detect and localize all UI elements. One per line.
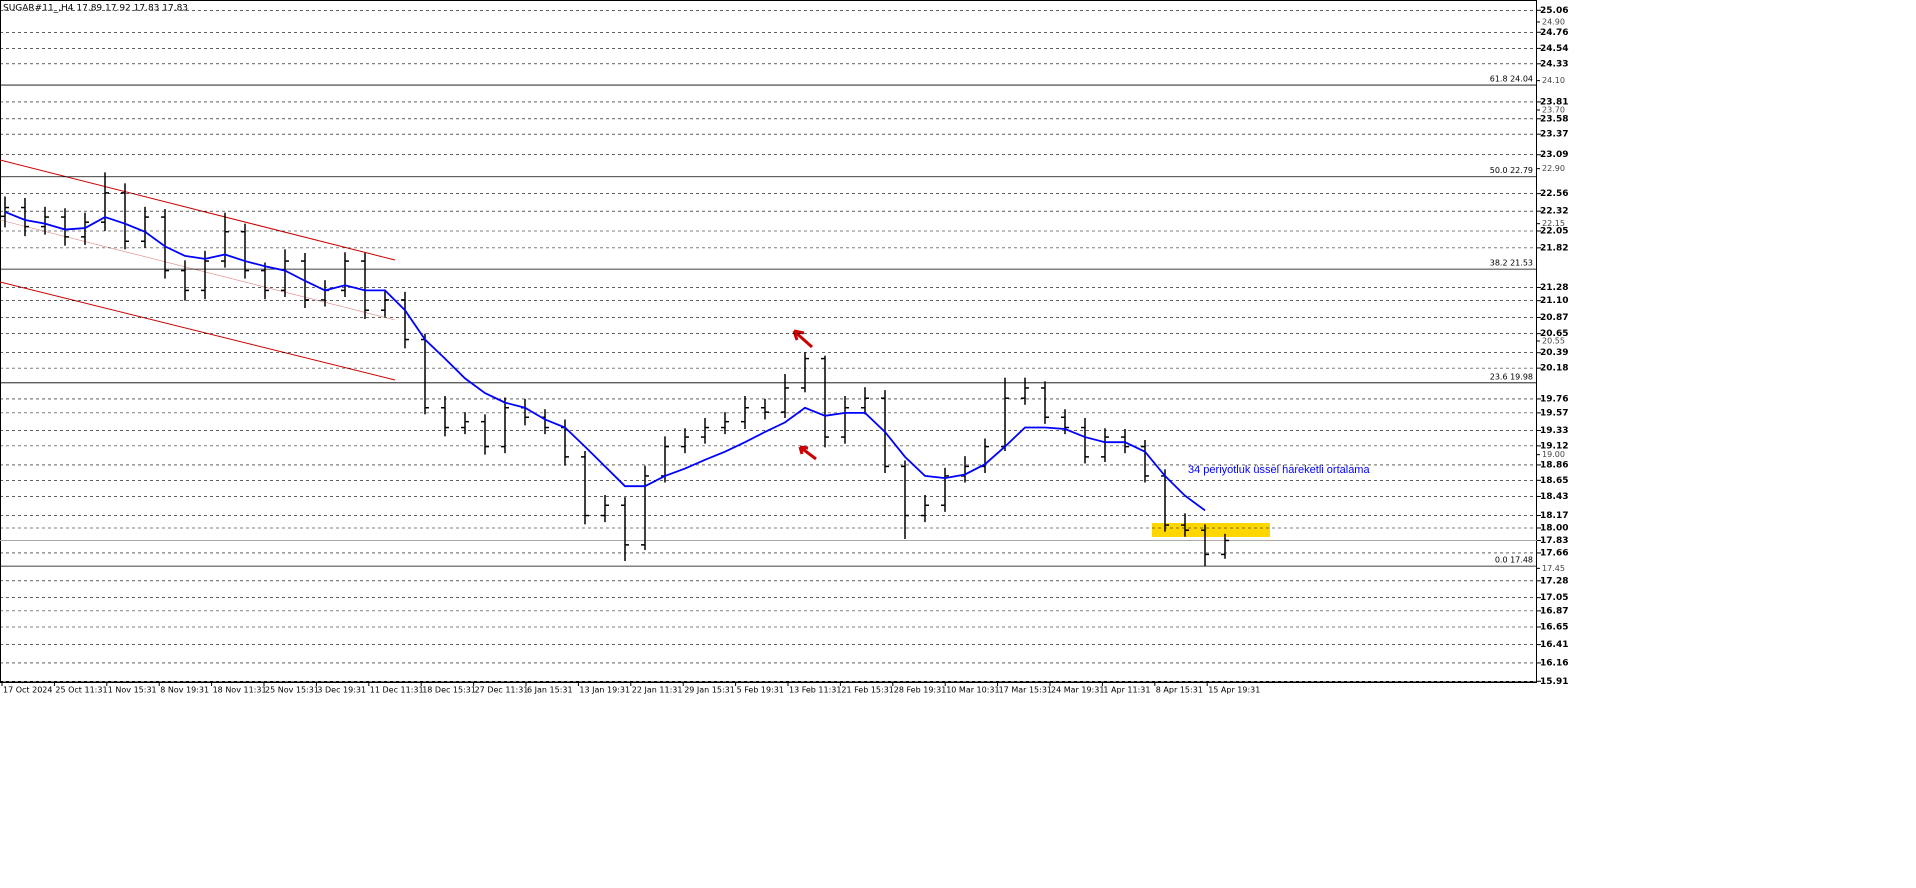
x-tick-label: 25 Oct 11:31: [55, 686, 107, 695]
y-tick-label: 17.83: [1540, 536, 1568, 546]
chart: SUGAR#11_,H4 17.89 17.92 17.83 17.83 34 …: [0, 0, 1568, 695]
x-tick-label: 13 Feb 11:31: [789, 686, 841, 695]
y-tick-label: 22.56: [1540, 189, 1568, 199]
y-tick-label: 20.87: [1540, 313, 1568, 323]
channel-line: [0, 159, 396, 261]
x-tick-label: 15 Apr 19:31: [1208, 686, 1260, 695]
y-tick-label: 16.65: [1540, 623, 1568, 633]
y-tick-label: 18.43: [1540, 492, 1568, 502]
y-tick-label: 18.17: [1540, 511, 1568, 521]
y-tick-label: 19.57: [1540, 408, 1568, 418]
fib-label: 23.6 19.98: [1490, 372, 1533, 381]
x-tick-label: 17 Oct 2024: [3, 686, 52, 695]
y-tick-label: 19.33: [1540, 426, 1568, 436]
y-tick-label: 17.05: [1540, 593, 1568, 603]
x-tick-label: 18 Dec 15:31: [422, 686, 476, 695]
y-tick-label: 20.39: [1540, 348, 1568, 358]
annotation: 34 periyotluk üssel hareketli ortalama: [1188, 464, 1370, 476]
y-tick-label: 20.18: [1540, 364, 1568, 374]
x-tick-label: 29 Jan 15:31: [684, 686, 735, 695]
y-tick-label: 24.54: [1540, 44, 1568, 54]
y-tick-label: 19.12: [1540, 441, 1568, 451]
x-tick-label: 27 Dec 11:31: [475, 686, 529, 695]
fib-label: 50.0 22.79: [1490, 166, 1533, 175]
x-tick-label: 28 Feb 19:31: [894, 686, 946, 695]
zone: [1152, 523, 1270, 537]
y-tick-label: 16.41: [1540, 640, 1568, 650]
y-tick-label: 19.76: [1540, 394, 1568, 404]
y-tick-label: 16.16: [1540, 658, 1568, 668]
y-tick-label: 17.45: [1542, 564, 1565, 573]
y-tick-label: 18.65: [1540, 476, 1568, 486]
moving-average: [4, 211, 1206, 512]
y-tick-label: 23.37: [1540, 130, 1568, 140]
channel-line: [0, 219, 396, 321]
fib-label: 61.8 24.04: [1490, 75, 1533, 84]
y-tick-label: 22.90: [1542, 164, 1565, 173]
y-tick-label: 21.10: [1540, 296, 1568, 306]
y-tick-label: 16.87: [1540, 606, 1568, 616]
x-tick-label: 8 Nov 19:31: [160, 686, 209, 695]
x-tick-label: 13 Jan 19:31: [579, 686, 630, 695]
x-tick-label: 17 Mar 15:31: [999, 686, 1052, 695]
y-tick-label: 17.66: [1540, 548, 1568, 558]
y-tick-label: 21.28: [1540, 283, 1568, 293]
y-tick-label: 21.82: [1540, 243, 1568, 253]
x-tick-label: 5 Feb 19:31: [737, 686, 784, 695]
y-tick-label: 24.33: [1540, 59, 1568, 69]
x-tick-label: 10 Mar 10:31: [946, 686, 999, 695]
x-tick-label: 24 Mar 19:31: [1051, 686, 1104, 695]
y-tick-label: 20.65: [1540, 329, 1568, 339]
x-tick-label: 18 Nov 11:31: [213, 686, 267, 695]
y-tick-label: 15.91: [1540, 677, 1568, 687]
y-tick-label: 22.32: [1540, 207, 1568, 217]
y-tick-label: 19.00: [1542, 450, 1565, 459]
x-tick-label: 3 Dec 19:31: [317, 686, 366, 695]
fib-label: 0.0 17.48: [1495, 556, 1533, 565]
arrow: [798, 445, 817, 461]
y-tick-label: 24.90: [1542, 18, 1565, 27]
y-tick-label: 25.06: [1540, 6, 1568, 16]
y-tick-label: 23.81: [1540, 97, 1568, 107]
plot-frame: [0, 0, 1537, 683]
y-tick-label: 24.76: [1540, 28, 1568, 38]
y-tick-label: 24.10: [1542, 76, 1565, 85]
y-tick-label: 23.09: [1540, 150, 1568, 160]
arrow: [792, 329, 813, 349]
x-tick-label: 6 Jan 15:31: [527, 686, 573, 695]
y-tick-label: 23.70: [1542, 106, 1565, 115]
x-tick-label: 22 Jan 11:31: [632, 686, 683, 695]
x-tick-label: 8 Apr 15:31: [1156, 686, 1203, 695]
y-tick-label: 22.05: [1540, 227, 1568, 237]
x-tick-label: 1 Nov 15:31: [108, 686, 157, 695]
channel-line: [0, 281, 396, 381]
y-tick-label: 18.86: [1540, 460, 1568, 470]
y-tick-label: 23.58: [1540, 114, 1568, 124]
y-tick-label: 20.55: [1542, 337, 1565, 346]
x-tick-label: 11 Dec 11:31: [370, 686, 424, 695]
y-tick-label: 17.28: [1540, 576, 1568, 586]
chart-title: SUGAR#11_,H4 17.89 17.92 17.83 17.83: [3, 4, 188, 14]
y-tick-label: 22.15: [1542, 219, 1565, 228]
fib-label: 38.2 21.53: [1490, 259, 1533, 268]
x-tick-label: 25 Nov 15:31: [265, 686, 319, 695]
x-tick-label: 21 Feb 15:31: [841, 686, 893, 695]
y-tick-label: 18.00: [1540, 524, 1568, 534]
x-tick-label: 1 Apr 11:31: [1103, 686, 1150, 695]
page: {"chart_data":{"type":"ohlc","title":"SU…: [0, 0, 1569, 695]
